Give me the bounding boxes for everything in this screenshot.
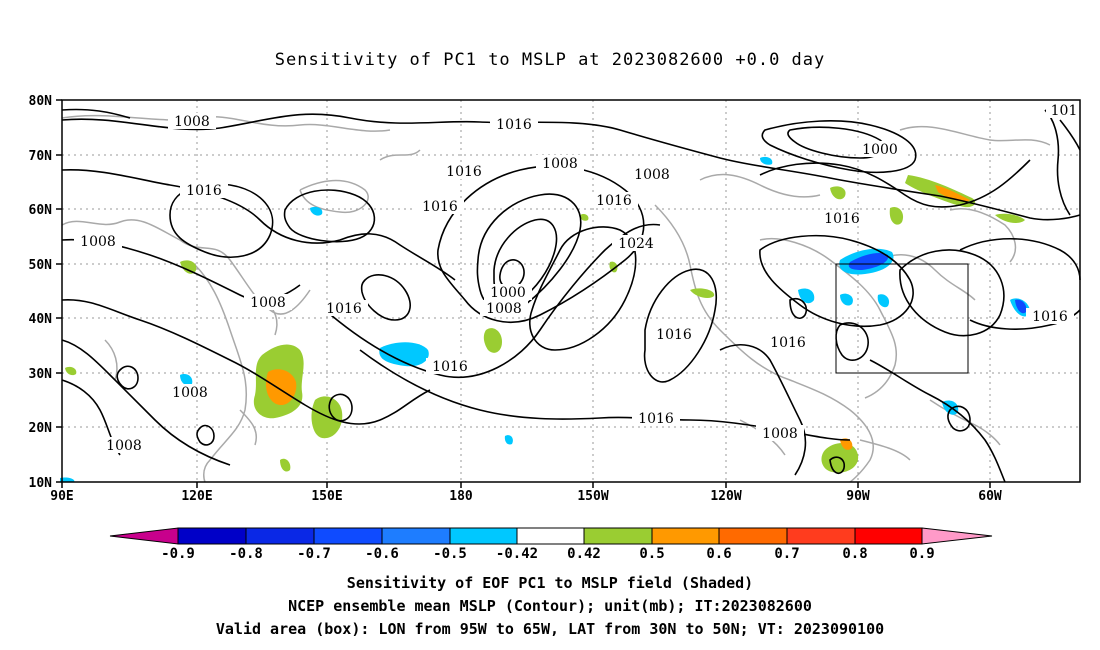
strong-negative-sensitivity: [848, 252, 1027, 314]
lat-tick-label: 10N: [29, 476, 53, 491]
colorbar-label: 0.42: [567, 546, 601, 562]
map-title: Sensitivity of PC1 to MSLP at 2023082600…: [274, 50, 826, 70]
contour-label: 1016: [432, 359, 468, 375]
contour-label: 1016: [596, 193, 632, 209]
lat-tick-label: 20N: [29, 421, 53, 436]
strong-positive-sensitivity: [265, 185, 970, 450]
lon-tick-label: 120W: [710, 489, 741, 504]
colorbar-cell: [583, 527, 653, 545]
colorbar-label: 0.6: [706, 546, 731, 562]
colorbar-cell: [245, 527, 315, 545]
lat-tick-label: 70N: [29, 149, 53, 164]
contour-label: 1008: [172, 385, 208, 401]
contour-label: 1008: [762, 426, 798, 442]
lat-tick-label: 60N: [29, 203, 53, 218]
colorbar-cell: [718, 527, 788, 545]
contour-label: 1016: [638, 411, 674, 427]
lon-tick-label: 90W: [846, 489, 870, 504]
longitude-axis: [61, 482, 991, 488]
contour-labels: 1008 1008 1008 1008 1008 1008 1008 1008 …: [74, 102, 1080, 454]
contour-label: 1016: [446, 164, 482, 180]
valid-area-box: [835, 263, 969, 374]
contour-label: 1000: [862, 142, 898, 158]
lat-tick-label: 80N: [29, 94, 53, 109]
colorbar: [109, 527, 993, 545]
colorbar-cell: [449, 527, 518, 545]
lon-tick-label: 150E: [311, 489, 342, 504]
colorbar-cell: [651, 527, 720, 545]
contour-label: 1008: [174, 114, 210, 130]
latitude-axis: [56, 99, 62, 483]
contour-label: 1016: [186, 183, 222, 199]
colorbar-cell: [381, 527, 451, 545]
contour-label: 1008: [250, 295, 286, 311]
coastlines: [61, 114, 1051, 483]
contour-label: 1016: [770, 335, 806, 351]
colorbar-label: 0.5: [639, 546, 664, 562]
lon-tick-label: 180: [449, 489, 473, 504]
colorbar-label: 0.8: [842, 546, 867, 562]
contour-label: 1016: [422, 199, 458, 215]
contour-label: 1008: [542, 156, 578, 172]
colorbar-cell: [854, 527, 923, 545]
contour-label: 1024: [618, 236, 654, 252]
lat-tick-label: 40N: [29, 312, 53, 327]
caption-valid-area: Valid area (box): LON from 95W to 65W, L…: [215, 620, 885, 638]
contour-label: 1016: [326, 301, 362, 317]
colorbar-cell: [516, 527, 585, 545]
lon-tick-label: 90E: [50, 489, 73, 504]
lon-tick-label: 60W: [978, 489, 1002, 504]
colorbar-label: 0.7: [774, 546, 799, 562]
caption-shaded: Sensitivity of EOF PC1 to MSLP field (Sh…: [346, 574, 754, 592]
lon-tick-label: 150W: [577, 489, 608, 504]
contour-label: 1008: [106, 438, 142, 454]
colorbar-label: -0.42: [496, 546, 538, 562]
colorbar-cell: [313, 527, 383, 545]
colorbar-label: -0.7: [297, 546, 331, 562]
colorbar-cell: [921, 527, 993, 545]
contour-label: 101: [1051, 103, 1078, 119]
contour-label: 1016: [656, 327, 692, 343]
colorbar-label: -0.8: [229, 546, 263, 562]
colorbar-cell: [177, 527, 247, 545]
contour-label: 1000: [490, 285, 526, 301]
colorbar-label: -0.5: [433, 546, 467, 562]
lat-tick-label: 50N: [29, 258, 53, 273]
caption-contour: NCEP ensemble mean MSLP (Contour); unit(…: [288, 597, 812, 615]
contour-label: 1016: [824, 211, 860, 227]
contour-label: 1016: [496, 117, 532, 133]
contour-label: 1008: [634, 167, 670, 183]
colorbar-cell: [109, 527, 179, 545]
colorbar-label: 0.9: [909, 546, 934, 562]
contour-label: 1016: [1032, 309, 1068, 325]
colorbar-cell: [786, 527, 856, 545]
lon-tick-label: 120E: [181, 489, 212, 504]
colorbar-label: -0.6: [365, 546, 399, 562]
contour-label: 1008: [80, 234, 116, 250]
colorbar-label: -0.9: [161, 546, 195, 562]
map-frame: [61, 99, 1081, 483]
contour-label: 1008: [486, 301, 522, 317]
lat-tick-label: 30N: [29, 367, 53, 382]
